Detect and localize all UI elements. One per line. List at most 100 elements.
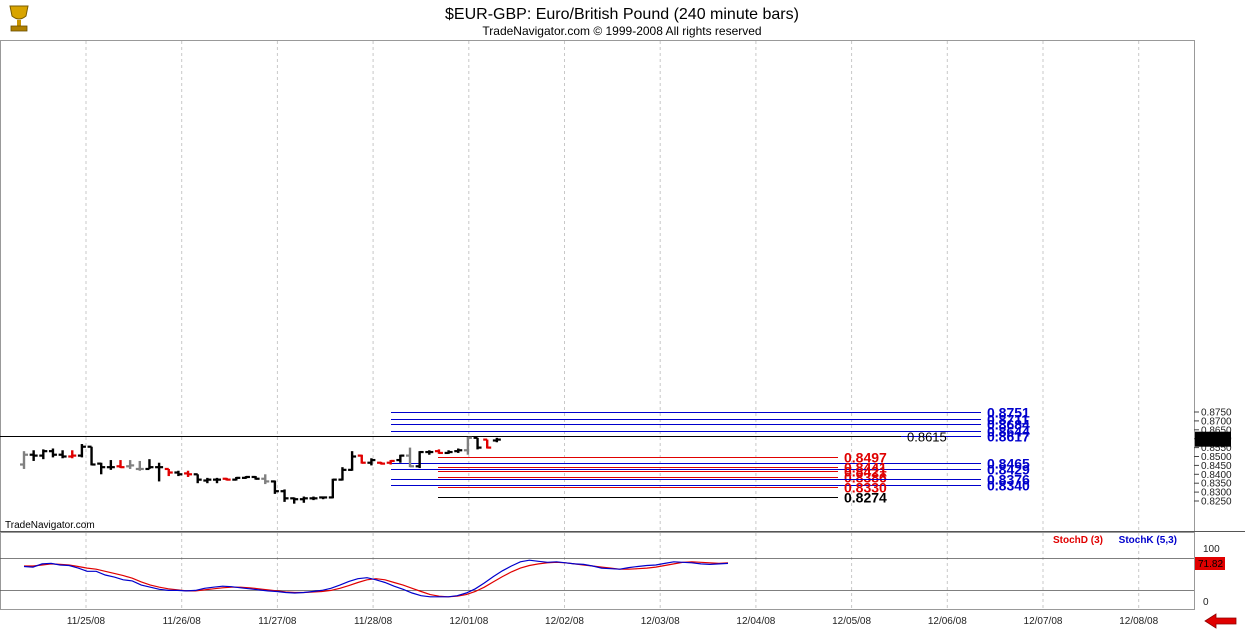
price-panel — [0, 40, 1195, 532]
ohlc-bar — [357, 454, 366, 464]
logo-icon — [9, 5, 29, 32]
ohlc-bar — [145, 459, 154, 471]
stoch-axis: 100 0 — [1203, 544, 1220, 608]
ohlc-bar — [454, 448, 463, 453]
ohlc-bar — [280, 489, 289, 502]
copyright-text: TradeNavigator.com © 1999-2008 All right… — [482, 24, 761, 38]
x-tick-label: 12/05/08 — [832, 616, 871, 627]
ohlc-bar — [222, 477, 231, 481]
ohlc-bar — [203, 477, 212, 484]
x-tick-label: 11/25/08 — [67, 616, 106, 627]
current-price-badge-bg — [1195, 431, 1231, 447]
legend-stochk: StochK (5,3) — [1119, 535, 1177, 546]
level-label: 0.8330 — [844, 480, 887, 496]
ohlc-bar — [270, 480, 279, 494]
stoch-panel — [0, 532, 1195, 610]
level-label: 0.8429 — [987, 462, 1030, 478]
vertical-grid — [85, 41, 1140, 609]
level-label: 0.8684 — [987, 417, 1030, 433]
ohlc-bar — [87, 445, 96, 466]
ohlc-bar — [406, 447, 414, 468]
x-tick-label: 11/28/08 — [354, 616, 393, 627]
ohlc-bar — [415, 450, 424, 469]
y-tick-label: 0.8650 — [1201, 425, 1232, 436]
x-tick-label: 12/03/08 — [641, 616, 680, 627]
ohlc-bar — [367, 458, 376, 466]
ohlc-bars — [20, 436, 501, 504]
ohlc-bar — [309, 496, 318, 501]
ohlc-bar — [174, 470, 183, 477]
stoch-value-badge-bg — [1195, 557, 1225, 570]
x-tick-label: 11/27/08 — [258, 616, 297, 627]
y-tick-label: 0.8300 — [1201, 488, 1232, 499]
current-price-badge: 0.8600 — [1195, 431, 1231, 447]
ohlc-bar — [463, 436, 472, 455]
x-tick-label: 12/07/08 — [1024, 616, 1063, 627]
stoch-value-badge: 71.82 — [1195, 557, 1225, 570]
ohlc-bar — [97, 462, 106, 475]
ohlc-bar — [20, 451, 28, 469]
x-tick-label: 12/04/08 — [736, 616, 775, 627]
arrow-left-icon[interactable] — [1204, 613, 1237, 629]
ohlc-bar — [116, 460, 125, 469]
ohlc-bar — [319, 496, 328, 500]
level-label: 0.8274 — [844, 490, 887, 506]
ohlc-bar — [193, 473, 202, 484]
level-label: 0.8441 — [844, 460, 887, 476]
x-tick-label: 12/01/08 — [449, 616, 488, 627]
ohlc-bar — [213, 477, 221, 484]
stoch-series-line — [23, 559, 729, 598]
ohlc-bar — [473, 436, 482, 450]
ohlc-bar — [483, 438, 492, 449]
chart-title: $EUR-GBP: Euro/British Pound (240 minute… — [445, 6, 799, 23]
y-tick-label: 0.8250 — [1201, 497, 1232, 508]
level-label: 0.8644 — [987, 424, 1030, 440]
y-tick-label: 0.8500 — [1201, 452, 1232, 463]
ohlc-bar — [68, 450, 77, 459]
x-tick-label: 12/08/08 — [1119, 616, 1158, 627]
ohlc-bar — [29, 450, 38, 461]
y-tick-label: 0.8350 — [1201, 479, 1232, 490]
y-tick-label: 0.8550 — [1201, 443, 1232, 454]
y-tick-label: 0.8450 — [1201, 461, 1232, 472]
ohlc-bar — [348, 451, 357, 471]
x-tick-label: 12/02/08 — [545, 616, 584, 627]
stochastic-layer — [0, 558, 1194, 598]
ohlc-bar — [328, 478, 337, 499]
stoch-tick-label: 100 — [1203, 544, 1220, 555]
level-label: 0.8617 — [987, 429, 1030, 445]
legend-stochd: StochD (3) — [1053, 535, 1103, 546]
x-tick-label: 12/06/08 — [928, 616, 967, 627]
ohlc-bar — [492, 437, 501, 443]
ohlc-bar — [299, 496, 308, 503]
ohlc-bar — [251, 475, 260, 480]
x-tick-label: 11/26/08 — [163, 616, 202, 627]
watermark-text: TradeNavigator.com — [5, 520, 95, 531]
level-label: 0.8465 — [987, 456, 1030, 472]
level-label: 0.8615 — [907, 430, 947, 445]
level-label: 0.8376 — [987, 472, 1030, 488]
ohlc-bar — [425, 450, 434, 455]
level-label: 0.8386 — [844, 470, 887, 486]
stoch-current-value: 71.82 — [1198, 559, 1223, 570]
ohlc-bar — [434, 449, 443, 455]
level-label: 0.8497 — [844, 450, 887, 466]
ohlc-bar — [290, 497, 299, 504]
level-label: 0.8421 — [844, 464, 887, 480]
ohlc-bar — [184, 470, 193, 477]
ohlc-bar — [48, 448, 57, 458]
current-price-label: 0.8600 — [1197, 435, 1228, 446]
date-axis: 11/25/08 11/26/08 11/27/08 11/28/08 12/01/08… — [67, 616, 1159, 627]
ohlc-bar — [232, 476, 241, 481]
ohlc-bar — [396, 454, 405, 463]
level-label: 0.8751 — [987, 405, 1030, 421]
level-label: 0.8340 — [987, 478, 1030, 494]
ohlc-bar — [377, 461, 386, 465]
y-tick-label: 0.8750 — [1201, 408, 1232, 419]
ohlc-bar — [77, 444, 86, 458]
ohlc-bar — [444, 450, 453, 455]
ohlc-bar — [261, 474, 270, 485]
ohlc-bar — [386, 459, 395, 465]
